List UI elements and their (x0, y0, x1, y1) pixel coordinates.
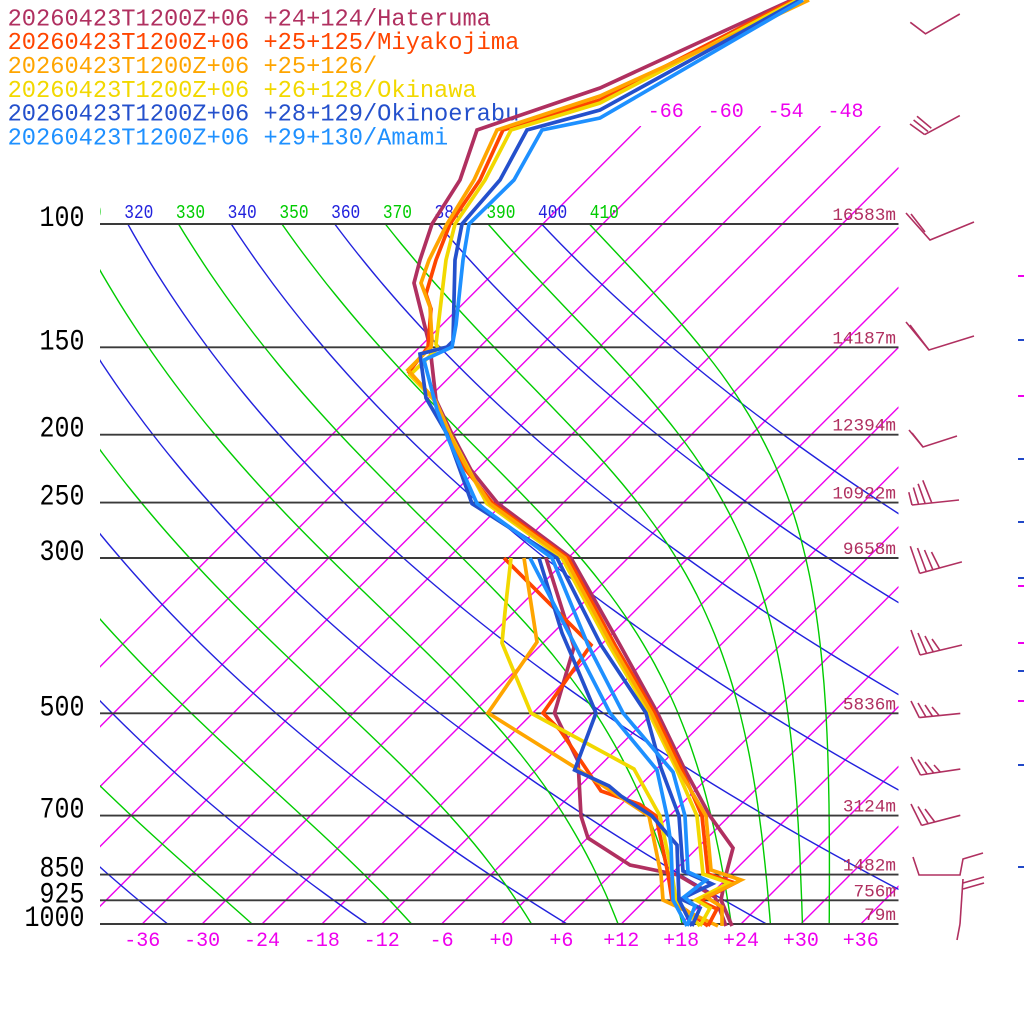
svg-text:-48: -48 (828, 101, 864, 124)
svg-text:3124m: 3124m (843, 798, 896, 818)
svg-text:20260423T1200Z+06 +29+130/Amam: 20260423T1200Z+06 +29+130/Amami (8, 125, 449, 152)
svg-text:100: 100 (40, 202, 85, 235)
svg-text:+18: +18 (663, 930, 699, 953)
svg-text:-66: -66 (648, 101, 684, 124)
svg-text:-12: -12 (364, 930, 400, 953)
svg-text:-54: -54 (768, 101, 804, 124)
svg-text:-60: -60 (708, 101, 744, 124)
svg-text:16583m: 16583m (832, 206, 896, 226)
svg-text:+12: +12 (603, 930, 639, 953)
svg-text:5836m: 5836m (843, 695, 896, 715)
svg-text:+0: +0 (489, 930, 513, 953)
svg-text:320: 320 (124, 203, 153, 225)
svg-text:9658m: 9658m (843, 540, 896, 560)
svg-text:400: 400 (538, 203, 567, 225)
svg-text:340: 340 (228, 203, 257, 225)
svg-text:1482m: 1482m (843, 857, 896, 877)
svg-text:1000: 1000 (25, 902, 85, 935)
svg-text:360: 360 (331, 203, 360, 225)
svg-text:+36: +36 (843, 930, 879, 953)
svg-text:-24: -24 (244, 930, 280, 953)
svg-text:-18: -18 (304, 930, 340, 953)
svg-text:79m: 79m (864, 906, 896, 926)
svg-text:150: 150 (40, 326, 85, 359)
svg-text:370: 370 (383, 203, 412, 225)
svg-text:-36: -36 (124, 930, 160, 953)
svg-text:330: 330 (176, 203, 205, 225)
svg-text:+30: +30 (783, 930, 819, 953)
svg-text:300: 300 (40, 536, 85, 569)
svg-text:756m: 756m (854, 882, 896, 902)
svg-text:+6: +6 (549, 930, 573, 953)
svg-text:500: 500 (40, 692, 85, 725)
svg-text:-6: -6 (430, 930, 454, 953)
svg-text:14187m: 14187m (832, 329, 896, 349)
svg-text:+24: +24 (723, 930, 759, 953)
svg-text:700: 700 (40, 794, 85, 827)
svg-text:390: 390 (486, 203, 515, 225)
svg-text:10922m: 10922m (832, 485, 896, 505)
svg-text:410: 410 (590, 203, 619, 225)
svg-text:-30: -30 (184, 930, 220, 953)
svg-text:350: 350 (279, 203, 308, 225)
svg-text:250: 250 (40, 481, 85, 514)
svg-text:200: 200 (40, 413, 85, 446)
svg-text:12394m: 12394m (832, 417, 896, 437)
